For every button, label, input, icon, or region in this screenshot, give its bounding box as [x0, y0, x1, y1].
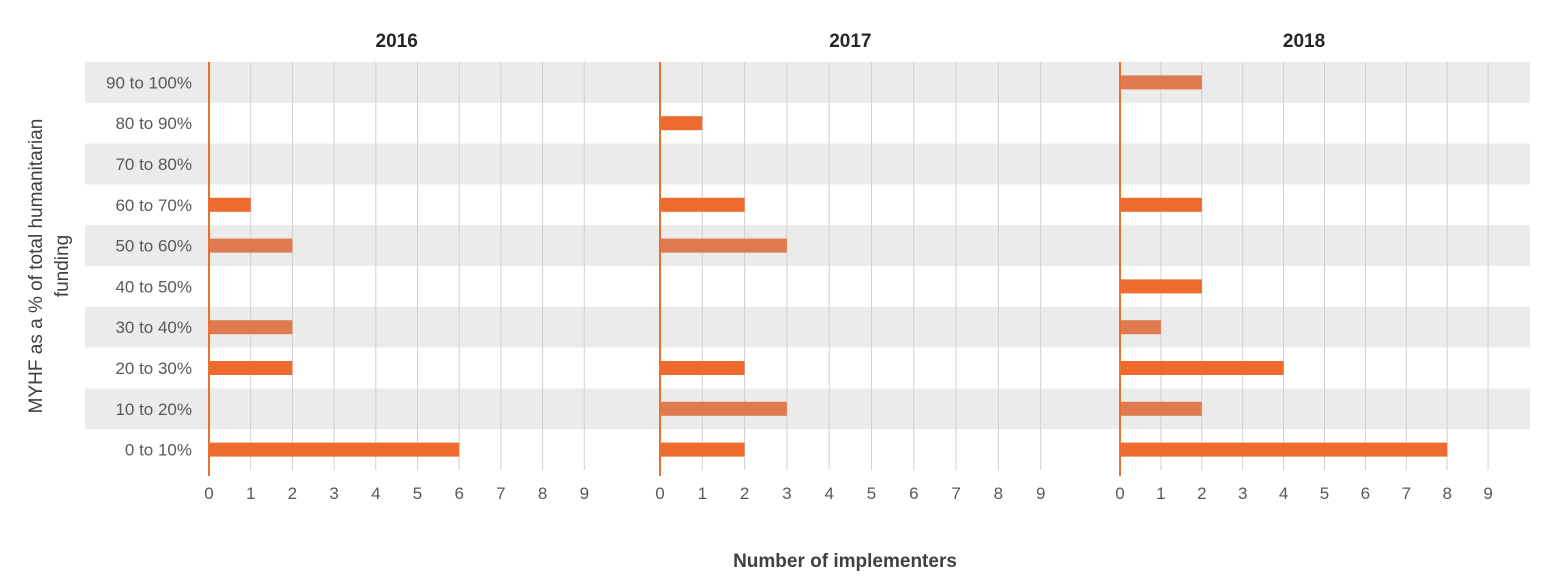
- x-tick-label: 6: [1361, 484, 1370, 503]
- row-band: [85, 306, 1530, 348]
- x-tick-label: 0: [1115, 484, 1124, 503]
- category-label: 70 to 80%: [115, 155, 192, 174]
- bar: [1120, 320, 1161, 335]
- row-bands: [85, 62, 1530, 430]
- category-label: 90 to 100%: [106, 73, 192, 92]
- x-tick-label: 3: [782, 484, 791, 503]
- x-tick-label: 9: [1036, 484, 1045, 503]
- x-tick-label: 8: [994, 484, 1003, 503]
- bar: [209, 238, 293, 253]
- bar: [209, 320, 293, 335]
- bar: [660, 401, 787, 416]
- x-tick-label: 6: [454, 484, 463, 503]
- bar: [660, 361, 745, 375]
- category-label: 30 to 40%: [115, 318, 192, 337]
- y-axis-title-line: funding: [52, 235, 73, 297]
- category-label: 60 to 70%: [115, 196, 192, 215]
- bar: [660, 442, 745, 457]
- bar: [209, 197, 251, 212]
- x-tick-label: 8: [538, 484, 547, 503]
- bar: [660, 238, 787, 253]
- x-tick-label: 1: [698, 484, 707, 503]
- x-tick-label: 7: [1402, 484, 1411, 503]
- row-band: [85, 225, 1530, 266]
- category-label: 40 to 50%: [115, 277, 192, 296]
- bar: [209, 361, 293, 375]
- panel-title: 2018: [1283, 31, 1325, 52]
- bar: [1120, 361, 1284, 375]
- x-tick-label: 0: [655, 484, 664, 503]
- x-tick-label: 7: [951, 484, 960, 503]
- category-label: 20 to 30%: [115, 359, 192, 378]
- x-tick-label: 0: [204, 484, 213, 503]
- x-tick-label: 5: [1320, 484, 1329, 503]
- x-tick-label: 5: [867, 484, 876, 503]
- row-band: [85, 62, 1530, 103]
- axis-lines: [208, 62, 1121, 476]
- x-axis-title: Number of implementers: [733, 551, 957, 572]
- bar: [1120, 442, 1448, 457]
- category-label: 10 to 20%: [115, 400, 192, 419]
- x-tick-label: 1: [246, 484, 255, 503]
- x-tick-label: 2: [1197, 484, 1206, 503]
- gridlines: [250, 62, 1489, 470]
- bar: [1120, 75, 1202, 90]
- row-band: [85, 143, 1530, 185]
- category-label: 80 to 90%: [115, 114, 192, 133]
- x-tick-label: 9: [580, 484, 589, 503]
- x-tick-label: 9: [1483, 484, 1492, 503]
- bars: [209, 75, 1448, 457]
- category-label: 50 to 60%: [115, 237, 192, 256]
- x-tick-label: 4: [371, 484, 380, 503]
- x-tick-label: 1: [1156, 484, 1165, 503]
- row-band: [85, 388, 1530, 430]
- bar: [660, 197, 745, 212]
- x-tick-label: 8: [1442, 484, 1451, 503]
- x-tick-label: 4: [824, 484, 833, 503]
- y-axis-title: MYHF as a % of total humanitarian funding: [26, 119, 73, 414]
- x-tick-label: 2: [740, 484, 749, 503]
- x-tick-label: 7: [496, 484, 505, 503]
- labels: 90 to 100%80 to 90%70 to 80%60 to 70%50 …: [26, 31, 1493, 572]
- bar: [209, 442, 460, 457]
- bar: [1120, 279, 1202, 294]
- x-tick-label: 3: [1238, 484, 1247, 503]
- x-tick-label: 4: [1279, 484, 1288, 503]
- x-tick-label: 3: [329, 484, 338, 503]
- panel-title: 2016: [376, 31, 418, 52]
- x-tick-label: 6: [909, 484, 918, 503]
- bar: [1120, 401, 1202, 416]
- y-axis-title-line: MYHF as a % of total humanitarian: [26, 119, 47, 414]
- bar: [660, 116, 703, 131]
- x-tick-label: 5: [413, 484, 422, 503]
- panel-title: 2017: [829, 31, 871, 52]
- x-tick-label: 2: [288, 484, 297, 503]
- bar: [1120, 197, 1202, 212]
- category-label: 0 to 10%: [125, 441, 192, 460]
